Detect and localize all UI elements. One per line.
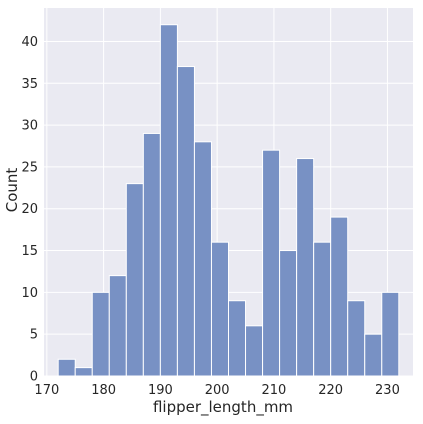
histogram-bar: [279, 250, 298, 377]
histogram-bar: [313, 241, 332, 377]
histogram-bar: [176, 66, 195, 377]
y-tick-label: 35: [21, 77, 38, 92]
y-tick-label: 40: [21, 35, 38, 50]
x-tick-label: 170: [34, 383, 59, 398]
histogram-bar: [228, 300, 247, 377]
y-tick-label: 0: [30, 370, 38, 385]
x-tick-label: 230: [375, 383, 400, 398]
histogram-bar: [125, 183, 144, 377]
histogram-bar: [364, 333, 383, 377]
histogram-bar: [330, 216, 349, 377]
histogram-bar: [245, 325, 264, 377]
x-tick-label: 180: [91, 383, 116, 398]
histogram-bar: [142, 132, 161, 377]
y-tick-labels: 0 5 10 15 20 25 30 35 40: [21, 35, 38, 385]
y-tick-label: 20: [21, 202, 38, 217]
x-tick-label: 200: [205, 383, 230, 398]
x-tick-label: 210: [262, 383, 287, 398]
x-tick-labels: 170 180 190 200 210 220 230: [34, 383, 399, 398]
x-tick-label: 190: [148, 383, 173, 398]
y-tick-label: 5: [30, 328, 38, 343]
histogram-bar: [210, 241, 230, 377]
y-tick-label: 25: [21, 160, 38, 175]
histogram-bar: [74, 367, 93, 377]
histogram-bar: [381, 291, 400, 377]
histogram-bar: [108, 275, 127, 377]
y-axis-label: Count: [3, 168, 21, 213]
x-axis-label: flipper_length_mm: [153, 398, 293, 417]
y-tick-label: 30: [21, 119, 38, 134]
bars: [57, 24, 400, 377]
histogram-bar: [57, 358, 76, 377]
histogram-bar: [91, 291, 110, 377]
histogram-bar: [193, 141, 212, 377]
x-tick-label: 220: [318, 383, 343, 398]
histogram-bar: [159, 24, 178, 377]
y-tick-label: 10: [21, 286, 38, 301]
histogram-bar: [262, 149, 281, 377]
histogram-bar: [347, 300, 366, 377]
y-tick-label: 15: [21, 244, 38, 259]
histogram-bar: [296, 158, 315, 377]
